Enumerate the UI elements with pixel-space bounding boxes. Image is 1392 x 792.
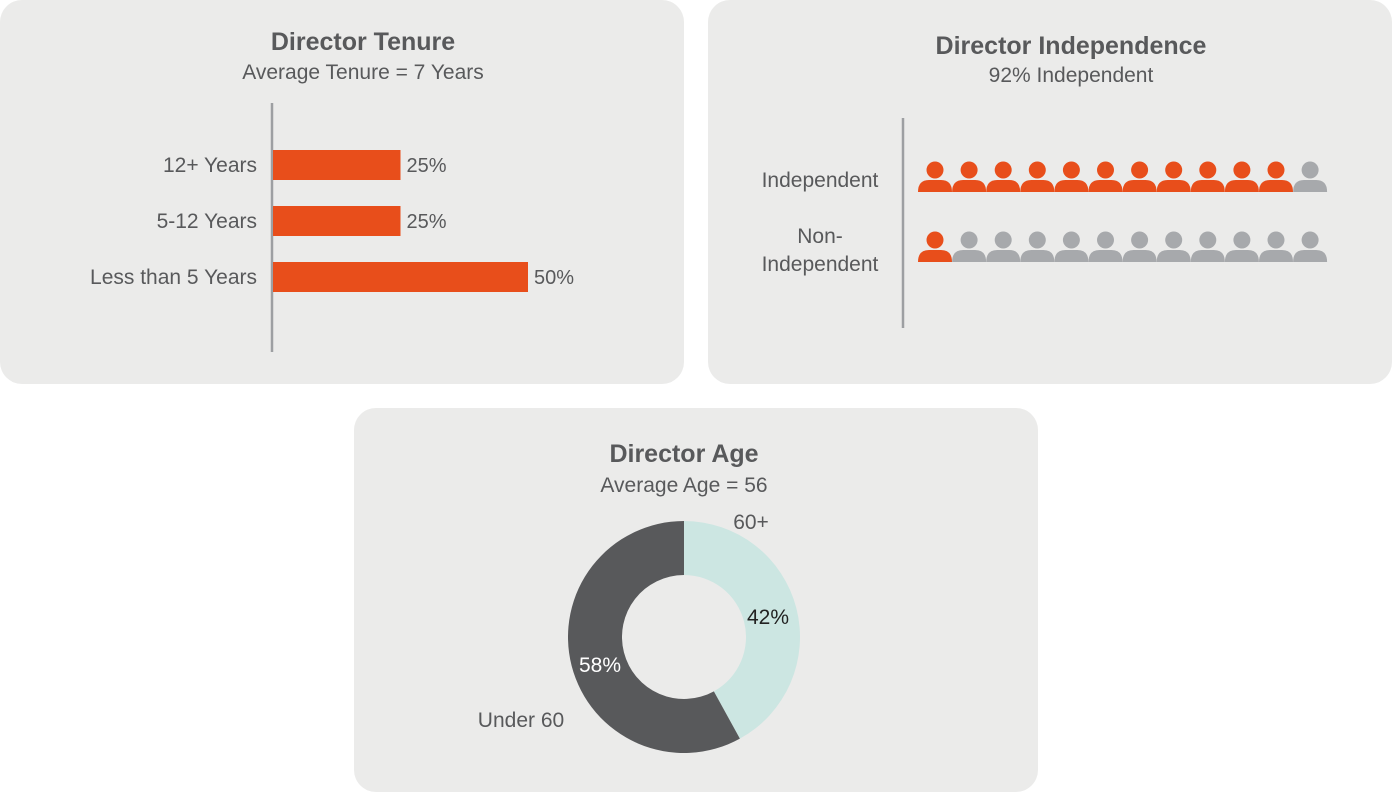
person-icon [1088,161,1123,192]
person-icon [918,231,952,262]
tenure-value-label: 25% [407,155,447,177]
independence-subtitle: 92% Independent [989,64,1154,87]
age-subtitle: Average Age = 56 [600,474,767,497]
independence-title: Director Independence [936,32,1207,60]
tenure-category-label: Less than 5 Years [90,266,257,289]
tenure-chart: Director Tenure Average Tenure = 7 Years… [90,28,574,352]
age-value-label: 58% [579,654,621,677]
age-slice-label: 60+ [733,511,769,534]
tenure-value-label: 50% [534,267,574,289]
independence-chart: Director Independence 92% Independent In… [762,32,1328,328]
age-donut: 60+ 42% Under 60 58% [478,511,800,753]
age-panel: Director Age Average Age = 56 60+ 42% Unde… [354,408,1038,792]
person-icon [1156,231,1191,262]
person-icon [1122,161,1157,192]
tenure-category-label: 12+ Years [163,154,257,177]
person-icon [1190,231,1225,262]
person-icon [1020,231,1055,262]
person-icon [1054,161,1089,192]
tenure-bar [273,206,401,236]
age-slice [568,521,740,753]
person-icon [1156,161,1191,192]
tenure-bars: 12+ Years 25% 5-12 Years 25% Less than 5 Yea… [90,150,574,292]
independence-row-label: Non- [797,225,843,248]
tenure-bar [273,262,528,292]
independence-panel: Director Independence 92% Independent In… [708,0,1392,384]
independence-rows: Independent Non- Independent [762,161,1328,276]
age-value-label: 42% [747,606,789,629]
independence-row-label: Independent [762,169,879,192]
person-icon [1293,231,1328,262]
person-icon [1020,161,1055,192]
person-icon [1190,161,1225,192]
person-icon [952,231,987,262]
tenure-subtitle: Average Tenure = 7 Years [242,61,484,84]
person-icon [1224,161,1259,192]
person-icon [986,161,1021,192]
person-icon [918,161,952,192]
age-chart: Director Age Average Age = 56 60+ 42% Unde… [478,440,800,753]
person-icon [1122,231,1157,262]
person-icon [952,161,987,192]
person-icon [1054,231,1089,262]
age-slice-label: Under 60 [478,709,564,732]
age-title: Director Age [609,440,758,468]
person-icon [1088,231,1123,262]
tenure-panel: Director Tenure Average Tenure = 7 Years… [0,0,684,384]
tenure-title: Director Tenure [271,28,455,56]
person-icon [1259,161,1293,192]
tenure-bar [273,150,401,180]
person-icon [1293,161,1328,192]
person-icon [986,231,1021,262]
age-slice [684,521,800,739]
independence-row-label: Independent [762,253,879,276]
person-icon [1259,231,1293,262]
tenure-value-label: 25% [407,211,447,233]
person-icon [1224,231,1259,262]
tenure-category-label: 5-12 Years [157,210,257,233]
